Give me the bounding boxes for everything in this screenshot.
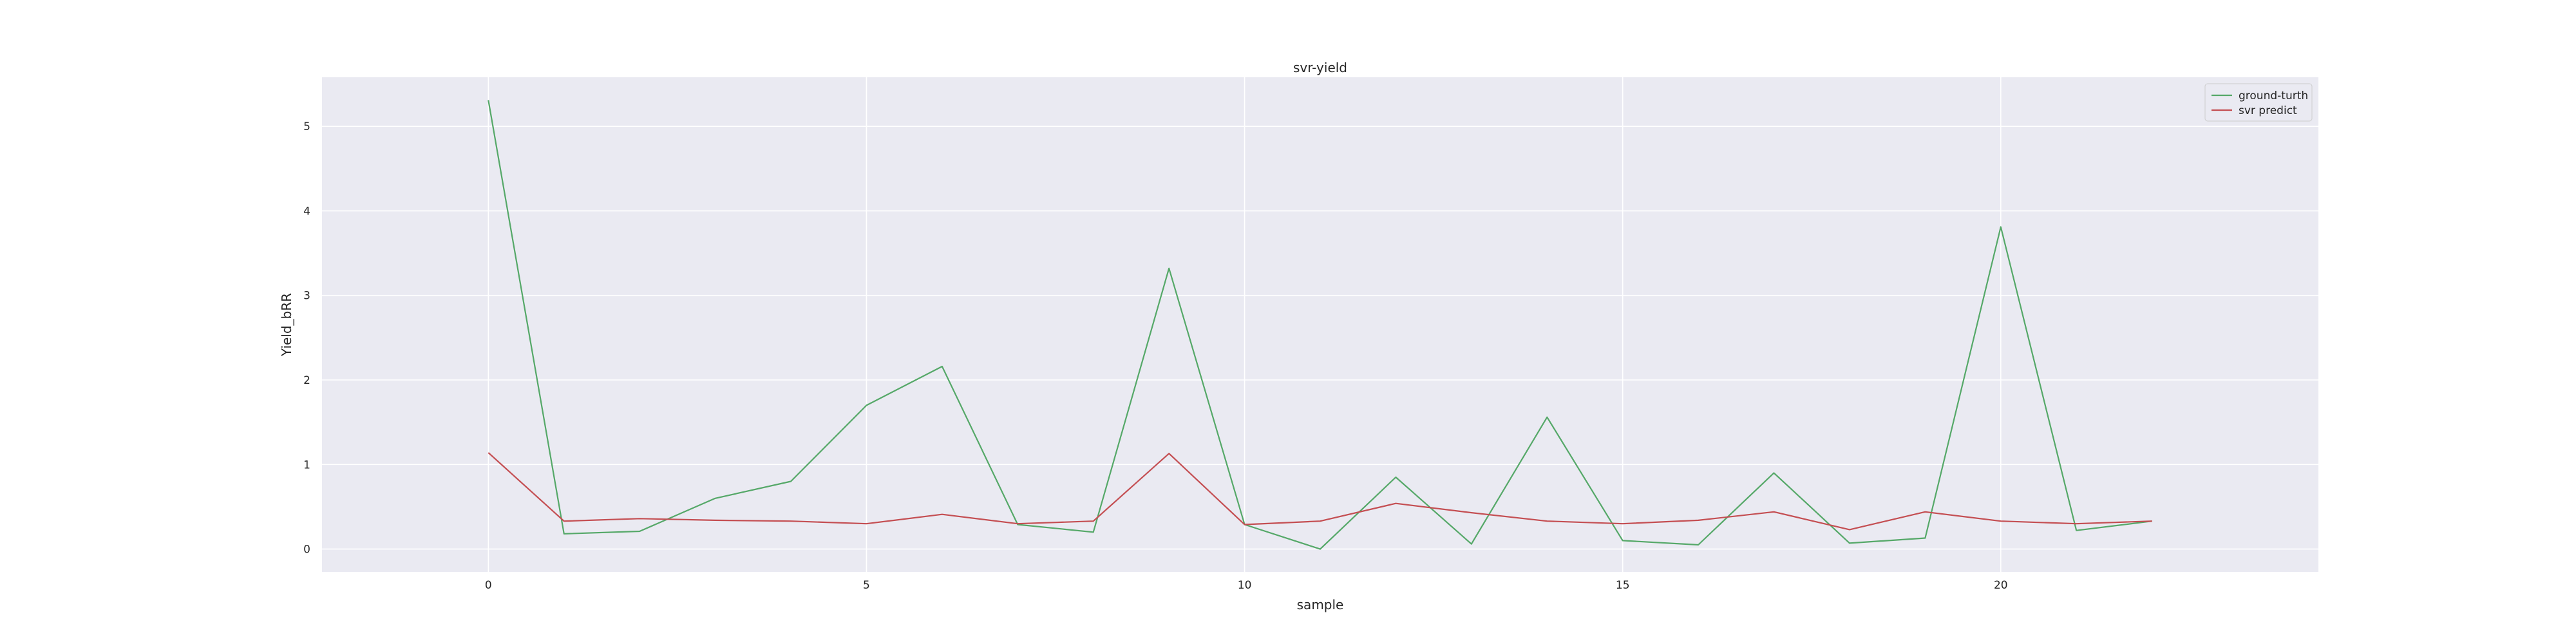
x-tick-label: 0 [485, 579, 492, 592]
y-tick-label: 3 [303, 290, 310, 303]
series-layer [488, 100, 2152, 550]
legend-box [2204, 83, 2313, 122]
plot-area [322, 77, 2318, 572]
x-tick-label: 10 [1238, 579, 1252, 592]
legend-entry: ground-turth [2239, 90, 2308, 102]
y-tick-label: 1 [303, 459, 310, 471]
y-axis-label: Yield_bRR [279, 293, 294, 357]
x-tick-label: 15 [1616, 579, 1630, 592]
legend: ground-turth svr predict [2204, 83, 2313, 122]
series-line-ground-turth [488, 100, 2152, 550]
x-tick-label: 5 [863, 579, 870, 592]
series-line-svr-predict [488, 452, 2152, 531]
y-tick-label: 4 [303, 205, 310, 218]
x-axis-label: sample [1297, 597, 1344, 612]
tick-labels: 0 5 10 15 20 0 1 2 3 4 5 [303, 120, 2007, 592]
chart-title: svr-yield [1293, 60, 1347, 75]
x-tick-label: 20 [1994, 579, 2008, 592]
y-tick-label: 5 [303, 120, 310, 133]
legend-entry: svr predict [2239, 104, 2297, 117]
y-tick-label: 2 [303, 374, 310, 387]
y-tick-label: 0 [303, 544, 310, 556]
